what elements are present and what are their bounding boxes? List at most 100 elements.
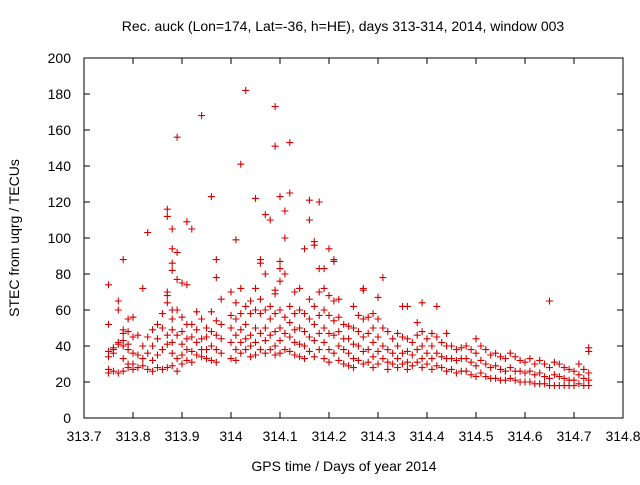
y-tick-label: 20 (55, 374, 71, 390)
data-point (452, 369, 460, 377)
data-point (149, 356, 157, 364)
data-point (511, 353, 519, 361)
data-point (105, 353, 112, 361)
data-point (271, 310, 279, 318)
data-point (232, 331, 240, 339)
data-point (271, 351, 279, 359)
data-point (438, 338, 446, 346)
data-point (325, 311, 333, 319)
data-point (203, 333, 210, 341)
data-point (585, 347, 593, 355)
x-tick-label: 314.2 (311, 428, 346, 444)
data-point (457, 344, 465, 352)
data-point (408, 351, 416, 359)
data-point (291, 338, 299, 346)
data-point (575, 371, 583, 379)
data-point (394, 355, 402, 363)
data-point (325, 329, 333, 337)
x-axis-label: GPS time / Days of year 2014 (251, 458, 436, 474)
data-point (154, 351, 161, 359)
data-point (467, 346, 475, 354)
data-point (531, 371, 539, 379)
data-point (154, 364, 161, 372)
data-point (379, 355, 387, 363)
data-point (305, 315, 313, 323)
data-point (330, 331, 338, 339)
data-point (359, 347, 367, 355)
chart-title: Rec. auck (Lon=174, Lat=-36, h=HE), days… (122, 18, 565, 34)
data-point (163, 331, 171, 339)
data-point (163, 212, 171, 220)
data-point (443, 367, 451, 375)
data-point (129, 349, 137, 357)
data-point (301, 342, 308, 350)
data-point (237, 310, 245, 318)
data-point (354, 356, 362, 364)
data-point (217, 349, 225, 357)
data-point (389, 360, 397, 368)
data-point (310, 353, 318, 361)
data-point (296, 306, 304, 314)
data-point (501, 376, 509, 384)
data-point (585, 369, 593, 377)
data-point (350, 355, 357, 363)
data-point (497, 365, 504, 373)
data-point (193, 351, 201, 359)
data-point (276, 349, 284, 357)
data-point (546, 364, 553, 372)
data-point (168, 315, 176, 323)
data-point (448, 365, 455, 373)
data-point (183, 356, 191, 364)
data-point (198, 335, 206, 343)
data-point (364, 346, 372, 354)
x-tick-label: 314.6 (507, 428, 542, 444)
data-point (252, 194, 259, 202)
data-point (369, 324, 377, 332)
y-tick-label: 0 (63, 410, 71, 426)
data-point (114, 297, 122, 305)
data-point (168, 225, 176, 233)
data-point (305, 196, 313, 204)
data-point (384, 358, 392, 366)
data-point (433, 333, 441, 341)
data-point (369, 364, 377, 372)
data-point (354, 342, 362, 350)
data-point (247, 353, 255, 361)
data-point (555, 360, 563, 368)
data-point (183, 218, 191, 226)
data-point (462, 367, 470, 375)
data-point (477, 342, 485, 350)
data-point (301, 245, 308, 253)
y-tick-label: 200 (48, 50, 72, 66)
data-point (281, 346, 289, 354)
data-point (325, 292, 333, 300)
data-point (119, 367, 127, 375)
data-point (325, 358, 333, 366)
data-point (433, 302, 441, 310)
data-point (256, 295, 264, 303)
data-point (506, 349, 514, 357)
data-point (448, 342, 455, 350)
scatter-points (105, 86, 593, 390)
data-point (408, 362, 416, 370)
data-point (472, 362, 480, 370)
data-point (114, 306, 122, 314)
data-point (526, 355, 534, 363)
data-point (242, 335, 250, 343)
data-point (286, 139, 294, 147)
data-point (546, 374, 553, 382)
data-point (452, 346, 460, 354)
data-point (423, 360, 431, 368)
data-point (482, 346, 490, 354)
data-point (129, 365, 137, 373)
data-point (345, 335, 353, 343)
data-point (237, 338, 245, 346)
data-point (168, 362, 176, 370)
data-point (462, 342, 470, 350)
data-point (139, 284, 147, 292)
data-point (345, 362, 353, 370)
data-point (252, 351, 259, 359)
data-point (193, 326, 201, 334)
data-point (472, 373, 480, 381)
